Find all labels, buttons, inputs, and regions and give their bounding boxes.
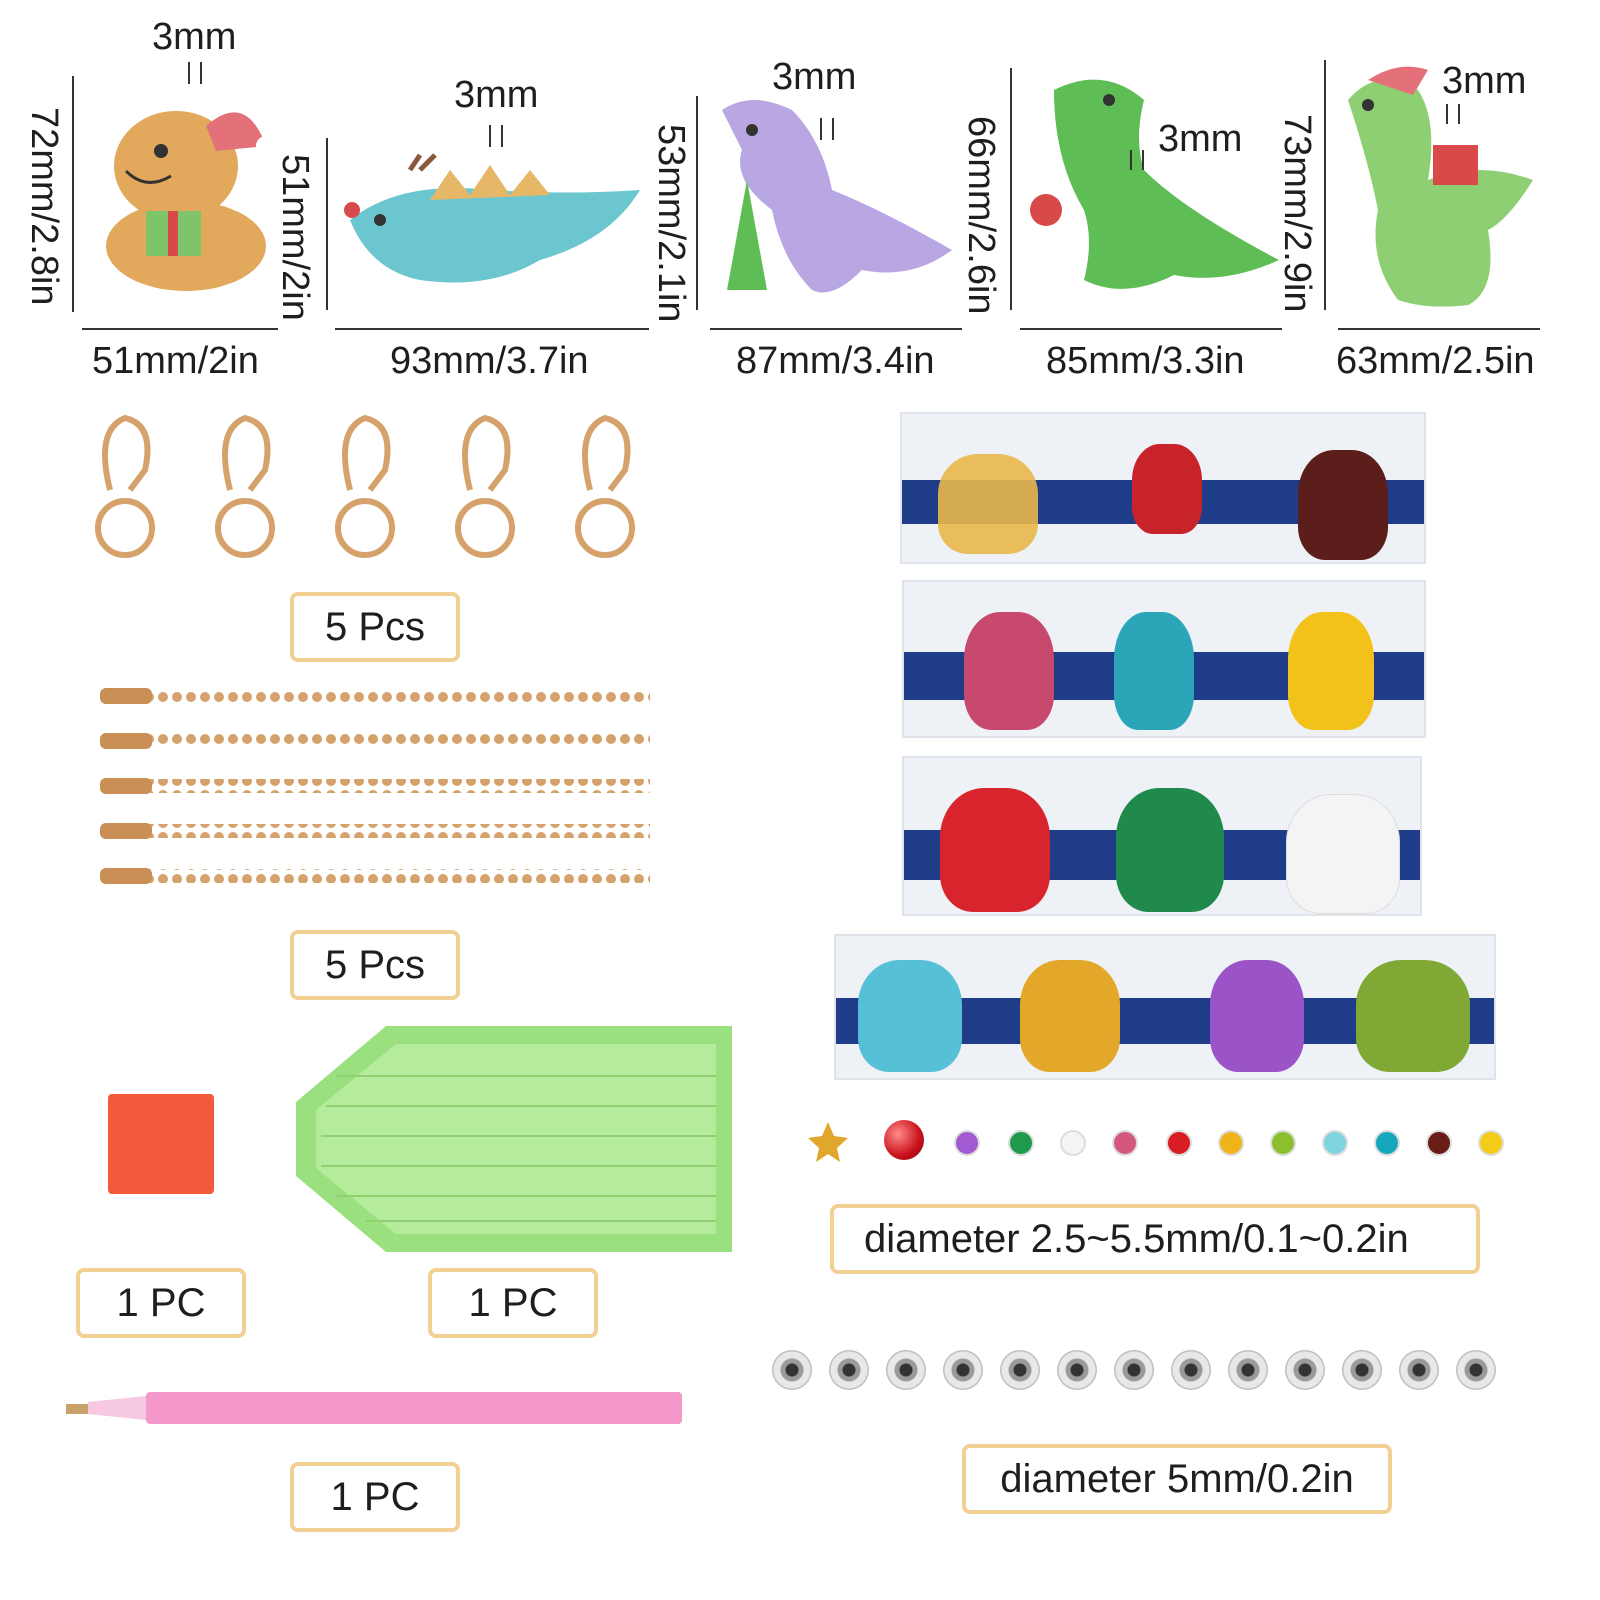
gem-teal bbox=[1374, 1130, 1400, 1156]
dino-1-hole-mark bbox=[188, 62, 202, 84]
dino-2-width-line bbox=[335, 328, 649, 330]
rhinestone-samples bbox=[806, 1118, 1506, 1170]
rhinestone-bag-row-4 bbox=[834, 934, 1496, 1080]
rhinestone-bag-row-2 bbox=[902, 580, 1426, 738]
dino-patch-5 bbox=[1338, 60, 1538, 310]
gem-purple bbox=[954, 1130, 980, 1156]
gem-pink bbox=[1112, 1130, 1138, 1156]
dino-4-hole: 3mm bbox=[1158, 118, 1243, 160]
dino-5-shape bbox=[1348, 66, 1533, 307]
pen-shape bbox=[66, 1392, 682, 1424]
dino-1-height: 72mm/2.8in bbox=[23, 107, 65, 306]
dino-1-shape bbox=[106, 111, 276, 291]
dino-3-hole-mark bbox=[820, 118, 834, 140]
dino-4-height-line bbox=[1010, 68, 1012, 310]
dino-5-hole-mark bbox=[1446, 104, 1460, 124]
clasp-icons bbox=[95, 414, 635, 558]
chains-quantity-label: 5 Pcs bbox=[290, 930, 460, 1000]
ball-chains bbox=[100, 676, 650, 896]
dino-3-hole: 3mm bbox=[772, 56, 857, 98]
dino-4-hole-mark bbox=[1130, 150, 1144, 170]
dino-4-width: 85mm/3.3in bbox=[1046, 340, 1245, 382]
dino-patch-4 bbox=[1024, 70, 1284, 310]
eyes-diameter-label: diameter 5mm/0.2in bbox=[962, 1444, 1392, 1514]
drill-pen bbox=[66, 1390, 682, 1426]
dino-2-hole: 3mm bbox=[454, 74, 539, 116]
dino-5-height-line bbox=[1324, 60, 1326, 310]
gem-green bbox=[1008, 1130, 1034, 1156]
gem-light-blue bbox=[1322, 1130, 1348, 1156]
dino-3-shape bbox=[722, 100, 952, 293]
dino-4-width-line bbox=[1020, 328, 1282, 330]
drill-tray bbox=[296, 1026, 732, 1252]
googly-eyes bbox=[772, 1350, 1512, 1394]
keychain-clasps bbox=[90, 410, 650, 560]
gem-gold bbox=[1218, 1130, 1244, 1156]
dino-5-width: 63mm/2.5in bbox=[1336, 340, 1535, 382]
wax-block bbox=[108, 1094, 214, 1194]
dino-2-shape bbox=[344, 153, 640, 283]
rhinestone-bag-row-1 bbox=[900, 412, 1426, 564]
dino-2-height-line bbox=[326, 138, 328, 310]
dino-1-hole: 3mm bbox=[152, 16, 237, 58]
gem-brown bbox=[1426, 1130, 1452, 1156]
dino-5-hole: 3mm bbox=[1442, 60, 1527, 102]
dino-patch-3 bbox=[712, 90, 962, 310]
red-pearl bbox=[884, 1120, 924, 1160]
dino-4-height: 66mm/2.6in bbox=[960, 116, 1002, 315]
clasps-quantity-label: 5 Pcs bbox=[290, 592, 460, 662]
dino-1-width-line bbox=[82, 328, 278, 330]
dino-3-width-line bbox=[710, 328, 962, 330]
wax-quantity-label: 1 PC bbox=[76, 1268, 246, 1338]
pen-quantity-label: 1 PC bbox=[290, 1462, 460, 1532]
dino-5-width-line bbox=[1338, 328, 1540, 330]
chain-icons bbox=[100, 688, 650, 884]
dino-5-height: 73mm/2.9in bbox=[1276, 114, 1318, 313]
rhinestone-bag-row-3 bbox=[902, 756, 1422, 916]
dino-patch-1 bbox=[96, 96, 276, 296]
dino-4-shape bbox=[1030, 79, 1279, 289]
gem-red bbox=[1166, 1130, 1192, 1156]
gem-lime bbox=[1270, 1130, 1296, 1156]
star-icon bbox=[808, 1122, 848, 1162]
dino-3-height: 53mm/2.1in bbox=[650, 124, 692, 323]
tray-shape bbox=[296, 1026, 732, 1252]
dino-patch-2 bbox=[340, 150, 650, 310]
dino-2-hole-mark bbox=[489, 125, 503, 147]
rhinestone-diameter-label: diameter 2.5~5.5mm/0.1~0.2in bbox=[830, 1204, 1480, 1274]
dino-3-width: 87mm/3.4in bbox=[736, 340, 935, 382]
gem-yellow bbox=[1478, 1130, 1504, 1156]
dino-2-width: 93mm/3.7in bbox=[390, 340, 589, 382]
dino-1-width: 51mm/2in bbox=[92, 340, 259, 382]
dino-2-height: 51mm/2in bbox=[274, 154, 316, 321]
dino-1-height-line bbox=[72, 76, 74, 312]
dino-3-height-line bbox=[696, 96, 698, 310]
gem-white bbox=[1060, 1130, 1086, 1156]
tray-quantity-label: 1 PC bbox=[428, 1268, 598, 1338]
